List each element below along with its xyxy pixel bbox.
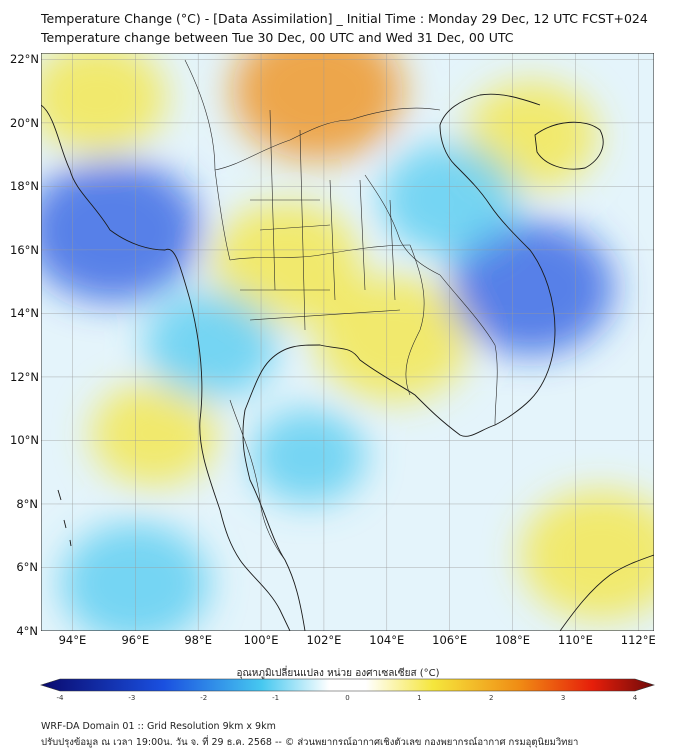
chart-title: Temperature Change (°C) - [Data Assimila… bbox=[41, 11, 648, 26]
latitude-label: 18°N bbox=[10, 179, 39, 194]
hainan-island bbox=[534, 121, 604, 170]
chart-subtitle: Temperature change between Tue 30 Dec, 0… bbox=[41, 30, 514, 45]
longitude-label: 108°E bbox=[495, 633, 531, 647]
colorbar-tick-label: 0 bbox=[345, 694, 350, 702]
latitude-label: 22°N bbox=[10, 52, 39, 67]
warm-area-5 bbox=[520, 489, 654, 620]
longitude-label: 96°E bbox=[121, 633, 150, 647]
latitude-label: 4°N bbox=[16, 624, 38, 638]
longitude-label: 98°E bbox=[184, 633, 212, 647]
latitude-label: 10°N bbox=[10, 433, 39, 448]
footer-model-info: WRF-DA Domain 01 :: Grid Resolution 9km … bbox=[41, 721, 276, 732]
latitude-label: 8°N bbox=[16, 496, 38, 511]
longitude-label: 100°E bbox=[243, 633, 279, 647]
colorbar-title: อุณหภูมิเปลี่ยนแปลง หน่วย องศาเซลเซียส (… bbox=[236, 668, 440, 679]
andaman-islands bbox=[57, 489, 72, 547]
warm-area-1 bbox=[232, 53, 404, 161]
colorbar-tick-label: 1 bbox=[417, 694, 422, 702]
colorbar-tick-label: -4 bbox=[56, 694, 64, 702]
latitude-label: 12°N bbox=[10, 369, 39, 384]
colorbar-tick-label: -3 bbox=[128, 694, 136, 702]
colorbar-tick-label: -1 bbox=[272, 694, 280, 702]
colorbar-tick-label: 3 bbox=[560, 694, 566, 702]
longitude-label: 94°E bbox=[58, 633, 87, 647]
colorbar-tick-label: 2 bbox=[489, 694, 494, 702]
latitude-label: 14°N bbox=[10, 306, 39, 321]
longitude-label: 110°E bbox=[557, 633, 593, 647]
longitude-label: 112°E bbox=[620, 633, 656, 647]
longitude-label: 102°E bbox=[306, 633, 342, 647]
warm-area-6 bbox=[90, 382, 218, 486]
latitude-label: 20°N bbox=[10, 115, 39, 130]
warm-area-3 bbox=[315, 276, 471, 402]
cool-area-5 bbox=[250, 408, 366, 504]
gulf-coastline bbox=[242, 93, 556, 631]
footer-update-info: ปรับปรุงข้อมูล ณ เวลา 19:00น. วัน จ. ที่… bbox=[41, 737, 579, 748]
borneo-coast bbox=[559, 554, 654, 631]
cool-area-0 bbox=[41, 159, 202, 303]
latitude-label: 16°N bbox=[10, 242, 39, 257]
province-boundaries bbox=[184, 59, 498, 561]
longitude-label: 104°E bbox=[369, 633, 405, 647]
longitude-label: 106°E bbox=[432, 633, 468, 647]
cool-area-1 bbox=[448, 220, 615, 356]
cool-area-3 bbox=[144, 291, 277, 400]
colorbar-tick-label: -2 bbox=[200, 694, 208, 702]
coastline-and-borders bbox=[41, 59, 654, 631]
colorbar-gradient bbox=[40, 678, 655, 692]
west-coastline bbox=[41, 104, 291, 631]
latitude-label: 6°N bbox=[16, 560, 38, 575]
warm-area-0 bbox=[211, 202, 361, 324]
colorbar-tick-label: 4 bbox=[632, 694, 638, 702]
